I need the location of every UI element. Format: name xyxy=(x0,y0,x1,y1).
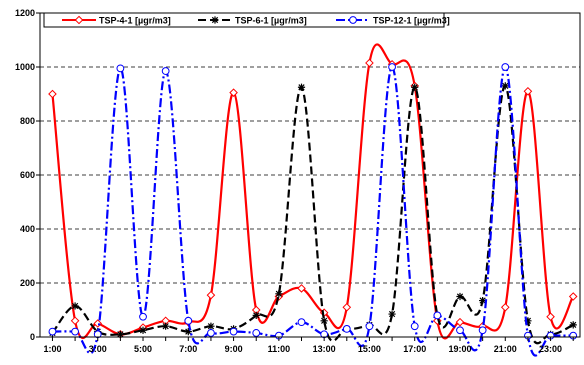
data-point xyxy=(184,316,193,325)
data-point xyxy=(433,311,442,320)
data-point xyxy=(456,292,464,301)
data-point xyxy=(48,89,57,99)
data-point xyxy=(388,310,396,318)
axes: 0 200 400 600 800 1000 1200 1:00 3:00 5:00 7:00 9:0… xyxy=(15,8,581,354)
data-point xyxy=(297,83,306,91)
x-tick-label: 11:00 xyxy=(268,344,291,354)
y-tick-label: 400 xyxy=(20,224,35,234)
data-point xyxy=(71,302,79,310)
data-point xyxy=(252,329,261,337)
data-point xyxy=(365,58,374,68)
y-tick-label: 200 xyxy=(20,278,35,288)
data-point xyxy=(569,321,577,329)
data-point xyxy=(207,322,215,330)
data-point xyxy=(229,327,238,336)
x-tick-label: 3:00 xyxy=(89,344,107,354)
legend-label: TSP-6-1 [µgr/m3] xyxy=(235,16,307,26)
data-point xyxy=(297,284,306,293)
data-point xyxy=(320,317,328,325)
x-tick-label: 19:00 xyxy=(448,344,471,354)
legend-label: TSP-12-1 [µgr/m3] xyxy=(373,16,450,26)
data-point xyxy=(523,86,533,96)
data-point xyxy=(275,290,283,298)
data-point xyxy=(501,82,509,90)
data-point xyxy=(116,64,125,73)
x-tick-label: 13:00 xyxy=(313,344,336,354)
x-tick-label: 1:00 xyxy=(43,344,61,354)
data-point xyxy=(139,312,147,321)
x-tick-label: 9:00 xyxy=(225,344,243,354)
data-point xyxy=(365,322,374,331)
data-point xyxy=(501,63,510,71)
data-point xyxy=(342,302,352,312)
data-point xyxy=(455,317,465,327)
y-tick-label: 800 xyxy=(20,116,35,126)
x-tick-label: 15:00 xyxy=(358,344,381,354)
x-tick-label: 21:00 xyxy=(494,344,517,354)
legend-swatch-marker xyxy=(211,16,219,24)
data-point xyxy=(207,329,215,337)
data-point xyxy=(456,326,464,335)
legend-box xyxy=(43,12,445,28)
data-point xyxy=(478,326,487,335)
x-tick-label: 5:00 xyxy=(134,344,152,354)
data-point xyxy=(116,330,124,338)
x-tick-label: 23:00 xyxy=(539,344,562,354)
series-layer xyxy=(48,43,578,357)
legend-label: TSP-4-1 [µgr/m3] xyxy=(99,16,171,26)
y-tick-label: 0 xyxy=(30,332,35,342)
data-point xyxy=(71,327,79,336)
data-point xyxy=(48,327,57,336)
data-point xyxy=(433,316,442,326)
data-point xyxy=(388,63,396,71)
data-point xyxy=(297,318,306,327)
series-3 xyxy=(48,63,578,357)
data-point xyxy=(252,311,260,319)
x-tick-label: 17:00 xyxy=(403,344,426,354)
data-point xyxy=(342,325,351,333)
legend: TSP-4-1 [µgr/m3] TSP-6-1 [µgr/m3] TSP-12-1… xyxy=(43,12,450,28)
x-tick-label: 7:00 xyxy=(179,344,197,354)
data-point xyxy=(479,296,487,305)
series-line xyxy=(52,65,574,357)
data-point xyxy=(70,316,80,326)
y-tick-label: 1200 xyxy=(15,8,35,18)
legend-swatch-marker xyxy=(74,15,84,25)
y-tick-label: 600 xyxy=(20,170,35,180)
data-point xyxy=(161,67,170,75)
data-point xyxy=(410,322,419,331)
data-point xyxy=(206,290,216,300)
data-point xyxy=(411,83,419,91)
data-point xyxy=(546,312,555,322)
data-point xyxy=(229,88,238,97)
data-point xyxy=(162,322,170,330)
data-point xyxy=(568,292,578,301)
legend-swatch-marker xyxy=(349,16,357,24)
y-tick-label: 1000 xyxy=(15,62,35,72)
data-point xyxy=(139,326,147,334)
data-point xyxy=(184,328,192,336)
data-point xyxy=(500,302,510,312)
data-point xyxy=(524,317,532,325)
